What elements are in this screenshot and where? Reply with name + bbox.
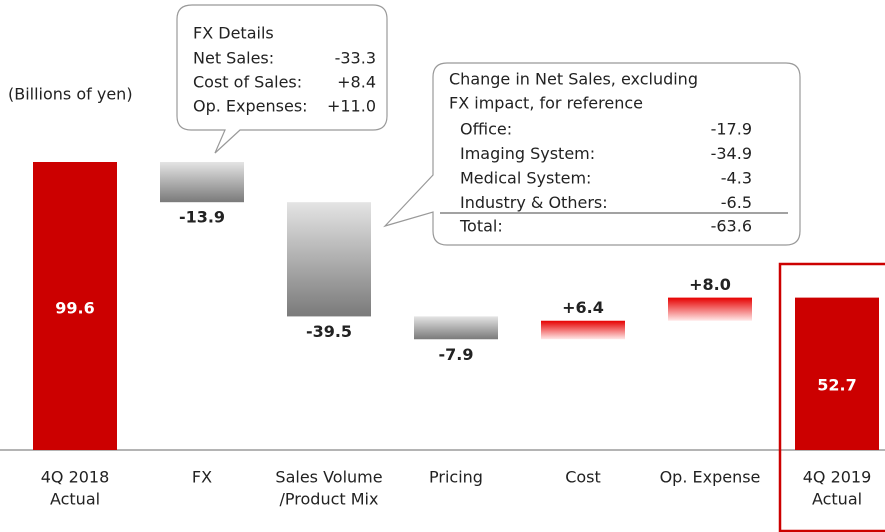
- x-tick-label: FX: [192, 468, 212, 487]
- callout-title: FX Details: [193, 24, 274, 43]
- callout-label: Medical System:: [460, 169, 591, 188]
- callout-title: FX impact, for reference: [449, 94, 643, 113]
- value-label: +8.0: [689, 275, 731, 294]
- x-tick-label: Op. Expense: [660, 468, 761, 487]
- bar: [414, 316, 498, 340]
- bar: [541, 320, 625, 340]
- unit-label: (Billions of yen): [8, 85, 133, 104]
- x-tick-label: /Product Mix: [280, 490, 379, 509]
- callout-value: -6.5: [721, 193, 752, 212]
- value-label: 99.6: [55, 298, 94, 317]
- callout-value: -17.9: [711, 120, 752, 139]
- value-label: 52.7: [817, 375, 856, 394]
- x-tick-label: Pricing: [429, 468, 483, 487]
- value-label: -39.5: [306, 322, 352, 341]
- value-label: +6.4: [562, 298, 604, 317]
- value-label: -7.9: [439, 345, 474, 364]
- callout-label: Industry & Others:: [460, 193, 608, 212]
- callout-value: +8.4: [337, 73, 376, 92]
- callout-label: Net Sales:: [193, 49, 274, 68]
- callout-value: -63.6: [711, 217, 752, 236]
- x-tick-label: Cost: [565, 468, 601, 487]
- fx-callout: [176, 4, 388, 154]
- value-label: -13.9: [179, 208, 225, 227]
- reference-callout: [383, 62, 801, 246]
- callout-label: Op. Expenses:: [193, 97, 308, 116]
- x-tick-label: Sales Volume: [275, 468, 382, 487]
- bar: [160, 162, 244, 203]
- callout-label: Cost of Sales:: [193, 73, 302, 92]
- bar: [287, 202, 371, 317]
- bar: [668, 297, 752, 321]
- x-tick-label: Actual: [812, 490, 862, 509]
- callout-label: Office:: [460, 120, 512, 139]
- callout-value: +11.0: [327, 97, 376, 116]
- bar: [795, 297, 879, 450]
- callout-value: -4.3: [721, 169, 752, 188]
- highlight-frame: [778, 262, 885, 532]
- x-tick-label: 4Q 2018: [41, 468, 110, 487]
- callout-title: Change in Net Sales, excluding: [449, 70, 698, 89]
- callout-label: Total:: [459, 217, 503, 236]
- callout-value: -33.3: [335, 49, 376, 68]
- callout-value: -34.9: [711, 144, 752, 163]
- callout-label: Imaging System:: [460, 144, 595, 163]
- x-tick-label: Actual: [50, 490, 100, 509]
- bar: [33, 162, 117, 450]
- x-tick-label: 4Q 2019: [803, 468, 872, 487]
